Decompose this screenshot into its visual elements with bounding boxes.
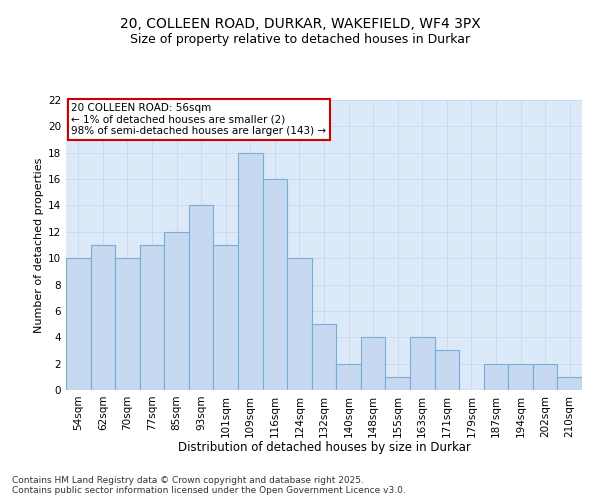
Bar: [91, 245, 115, 390]
Bar: [214, 245, 238, 390]
Bar: [238, 152, 263, 390]
Bar: [287, 258, 312, 390]
Text: 20 COLLEEN ROAD: 56sqm
← 1% of detached houses are smaller (2)
98% of semi-detac: 20 COLLEEN ROAD: 56sqm ← 1% of detached …: [71, 103, 326, 136]
Bar: [312, 324, 336, 390]
Y-axis label: Number of detached properties: Number of detached properties: [34, 158, 44, 332]
Bar: [336, 364, 361, 390]
Bar: [263, 179, 287, 390]
Text: 20, COLLEEN ROAD, DURKAR, WAKEFIELD, WF4 3PX: 20, COLLEEN ROAD, DURKAR, WAKEFIELD, WF4…: [119, 18, 481, 32]
X-axis label: Distribution of detached houses by size in Durkar: Distribution of detached houses by size …: [178, 441, 470, 454]
Bar: [434, 350, 459, 390]
Bar: [189, 206, 214, 390]
Bar: [484, 364, 508, 390]
Bar: [557, 377, 582, 390]
Text: Size of property relative to detached houses in Durkar: Size of property relative to detached ho…: [130, 32, 470, 46]
Bar: [164, 232, 189, 390]
Bar: [361, 338, 385, 390]
Bar: [140, 245, 164, 390]
Bar: [385, 377, 410, 390]
Bar: [533, 364, 557, 390]
Bar: [508, 364, 533, 390]
Bar: [410, 338, 434, 390]
Text: Contains HM Land Registry data © Crown copyright and database right 2025.
Contai: Contains HM Land Registry data © Crown c…: [12, 476, 406, 495]
Bar: [115, 258, 140, 390]
Bar: [66, 258, 91, 390]
